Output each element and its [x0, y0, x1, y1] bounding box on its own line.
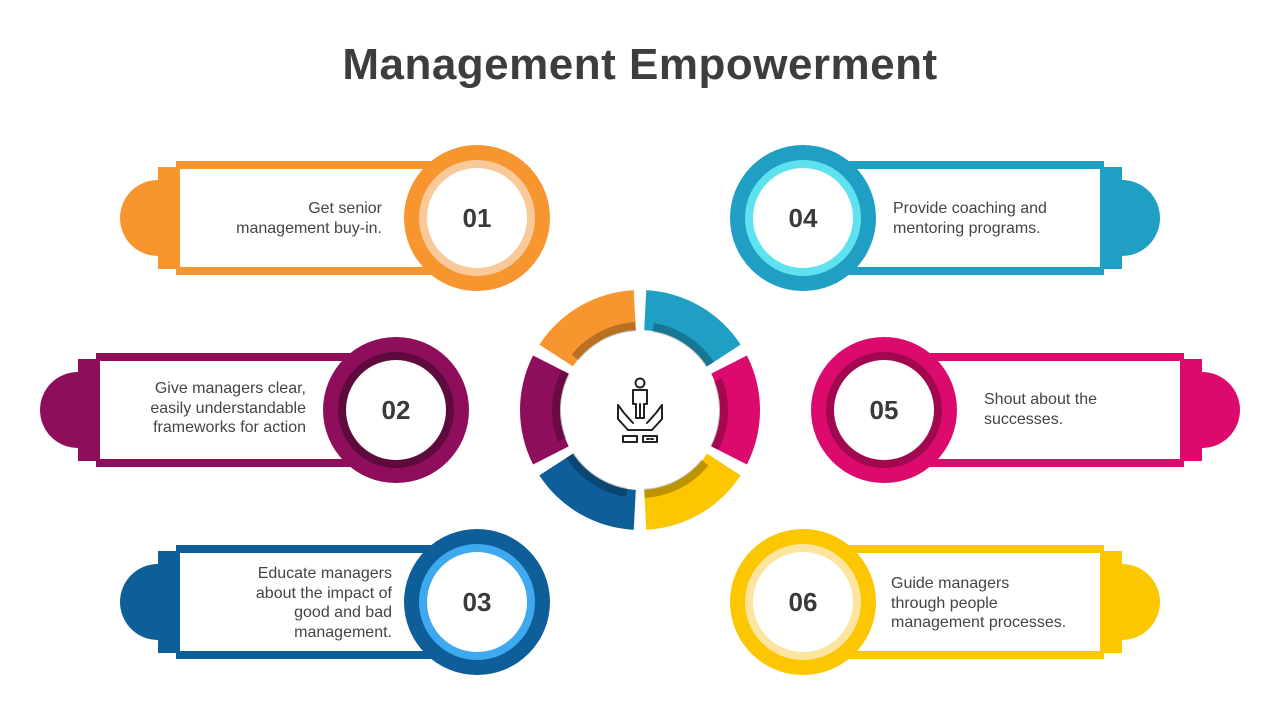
item-05-circle-inner: [834, 360, 934, 460]
ring-segment-shade-1: [652, 323, 714, 368]
item-02-number: 02: [381, 395, 411, 425]
item-02-text: Give managers clear, easily understandab…: [150, 380, 306, 436]
ring-segment-shade-4: [566, 452, 628, 497]
ring-segment-5: [520, 355, 569, 465]
item-05-shape: [811, 337, 1240, 483]
item-06-shape: [730, 529, 1160, 675]
item-05-text: Shout about the successes.: [984, 391, 1097, 428]
item-04-shape: [730, 145, 1160, 291]
item-01-text: Get senior management buy-in.: [236, 200, 382, 237]
ring-segment-3: [644, 453, 741, 530]
item-03-cap-strip: [158, 551, 178, 653]
item-03-circle-inner: [427, 552, 527, 652]
item-01-number: 01: [462, 203, 492, 233]
ring-segment-1: [644, 290, 741, 367]
item-02-cap-strip: [78, 359, 98, 461]
item-04-text: Provide coaching and mentoring programs.: [893, 200, 1047, 237]
item-01-cap-strip: [158, 167, 178, 269]
item-05-cap-strip: [1182, 359, 1202, 461]
item-04-cap: [1122, 180, 1160, 256]
ring-segment-4: [539, 453, 636, 530]
item-03-shape: [120, 529, 550, 675]
item-04-cap-strip: [1102, 167, 1122, 269]
item-06-cap: [1122, 564, 1160, 640]
empowerment-hands-icon: [617, 377, 663, 443]
item-03-number: 03: [462, 587, 492, 617]
page-title: Management Empowerment: [342, 40, 938, 89]
item-05-cap: [1202, 372, 1240, 448]
item-03-text: Educate managers about the impact of goo…: [255, 565, 392, 641]
item-06-number: 06: [788, 587, 818, 617]
item-01-cap: [120, 180, 158, 256]
ring-segment-6: [539, 290, 636, 367]
item-01-circle-inner: [427, 168, 527, 268]
item-05-number: 05: [869, 395, 899, 425]
item-04-number: 04: [788, 203, 818, 233]
item-06-text: Guide managers through people management…: [891, 575, 1067, 631]
item-03-cap: [120, 564, 158, 640]
item-01-shape: [120, 145, 550, 291]
item-06-circle-inner: [753, 552, 853, 652]
ring-segment-2: [711, 355, 761, 465]
item-06-cap-strip: [1102, 551, 1122, 653]
item-02-shape: [40, 337, 469, 483]
item-02-cap: [40, 372, 78, 448]
item-02-circle-inner: [346, 360, 446, 460]
item-04-circle-inner: [753, 168, 853, 268]
